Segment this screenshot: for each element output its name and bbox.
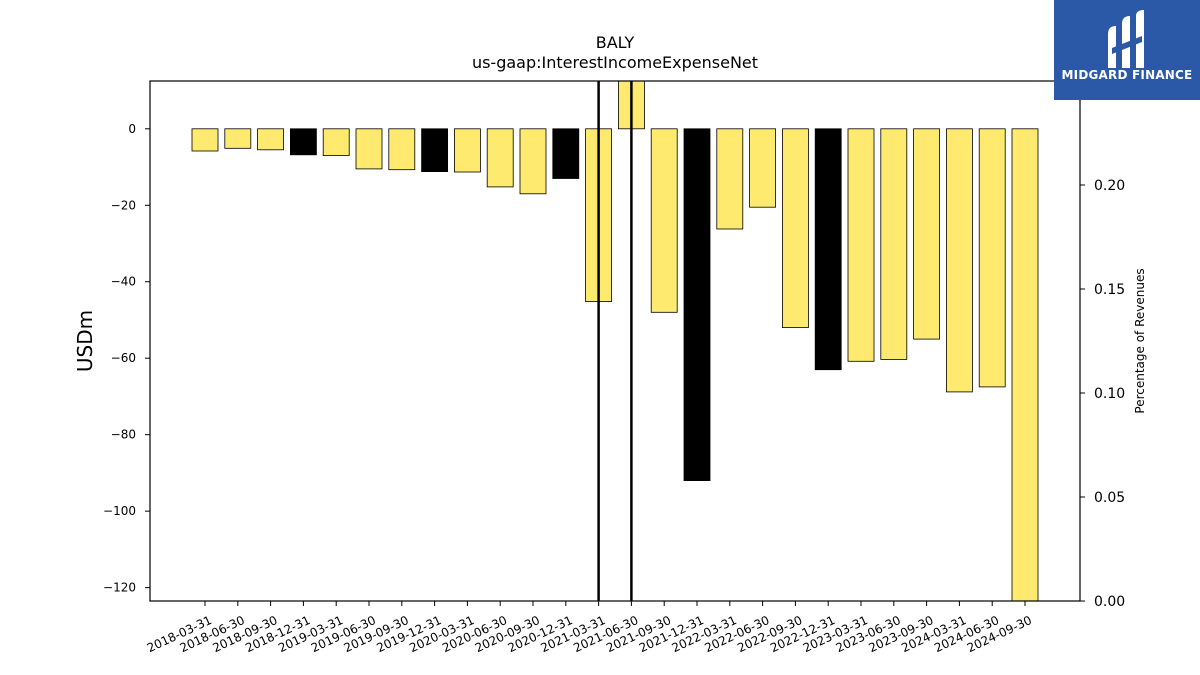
bar-2020-09-30 (519, 128, 547, 195)
y-tick-label: −80 (111, 428, 136, 442)
bar-2020-06-30 (486, 128, 514, 188)
y-tick-label: −120 (103, 581, 136, 595)
y2-tick-label: 0.20 (1094, 178, 1125, 194)
bar-2023-03-31 (847, 128, 875, 362)
bar-2022-03-31 (716, 128, 744, 230)
bar-2024-06-30 (978, 128, 1006, 388)
bar-2022-06-30 (749, 128, 776, 208)
y-axis-right: 0.00 0.05 0.10 0.15 0.20 (1080, 178, 1125, 610)
bar-2024-09-30 (1011, 128, 1039, 602)
bar-2018-06-30 (224, 128, 252, 149)
y-axis-label: USDm (73, 310, 97, 372)
midgard-finance-logo: MIDGARD FINANCE (1054, 0, 1200, 100)
bar-2020-12-31 (552, 128, 580, 179)
bar-2021-12-31 (683, 128, 711, 481)
y-tick-label: 0 (128, 122, 136, 136)
bar-2019-06-30 (355, 128, 383, 170)
y2-tick-label: 0.05 (1094, 490, 1125, 506)
vertical-lines-group (597, 81, 633, 601)
y-tick-label: −20 (111, 198, 136, 212)
midgard-logo-icon (1108, 10, 1144, 68)
bar-2019-09-30 (388, 128, 416, 171)
y-axis-left: 0 −20 −40 −60 −80 −100 −120 (103, 122, 150, 595)
bar-2024-03-31 (946, 128, 973, 393)
bar-2023-06-30 (880, 128, 908, 360)
bar-2021-09-30 (650, 128, 678, 313)
bar-2018-03-31 (191, 128, 219, 152)
y-tick-label: −100 (103, 504, 136, 518)
y2-tick-label: 0.15 (1094, 282, 1125, 298)
bars-group (191, 80, 1039, 602)
bar-2018-12-31 (289, 128, 317, 156)
y2-tick-label: 0.00 (1094, 594, 1125, 610)
bar-2019-03-31 (322, 128, 350, 157)
chart-title: BALY (596, 33, 635, 52)
y2-tick-label: 0.10 (1094, 386, 1125, 402)
x-axis: 2018-03-312018-06-302018-09-302018-12-31… (145, 601, 1034, 655)
y2-axis-label: Percentage of Revenues (1133, 268, 1147, 413)
bar-2022-12-31 (814, 128, 842, 371)
logo-text: MIDGARD FINANCE (1061, 68, 1193, 82)
bar-2019-12-31 (421, 128, 449, 173)
bar-2020-03-31 (453, 128, 481, 173)
bar-2023-09-30 (913, 128, 940, 340)
y-tick-label: −60 (111, 351, 136, 365)
plot-frame (149, 80, 1081, 602)
bar-2022-09-30 (782, 128, 809, 329)
bar-2018-09-30 (257, 128, 285, 151)
chart-subtitle: us-gaap:InterestIncomeExpenseNet (472, 53, 758, 72)
y-tick-label: −40 (111, 275, 136, 289)
